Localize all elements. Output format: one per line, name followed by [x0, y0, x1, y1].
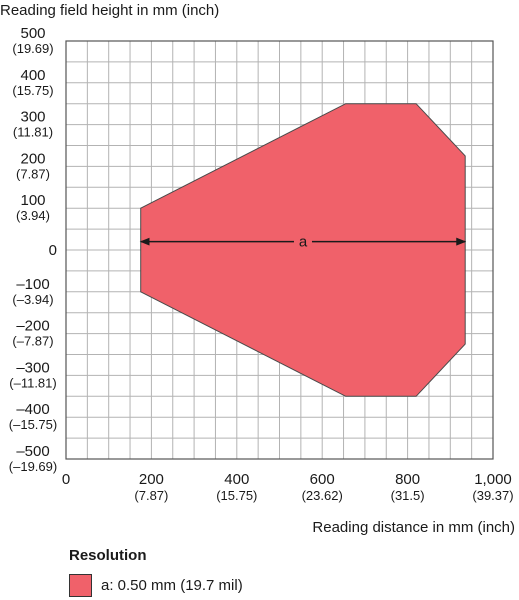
y-tick-sublabel: (19.69) — [12, 41, 53, 56]
x-tick-label: 200 — [139, 471, 164, 488]
x-tick-label: 400 — [224, 471, 249, 488]
annotations: a — [139, 234, 467, 251]
x-tick-label: 600 — [310, 471, 335, 488]
x-tick-sublabel: (23.62) — [302, 488, 343, 503]
x-axis-title: Reading distance in mm (inch) — [312, 519, 515, 536]
dimension-label: a — [299, 234, 308, 251]
y-tick-label: –100 — [16, 276, 49, 293]
legend-title: Resolution — [69, 547, 147, 564]
y-tick-labels: 500(19.69) 400(15.75) 300(11.81) 200(7.87) 1… — [9, 25, 57, 474]
y-tick-sublabel: (–19.69) — [9, 459, 57, 474]
x-tick-label: 0 — [62, 471, 70, 488]
legend-label: a: 0.50 mm (19.7 mil) — [101, 577, 243, 594]
y-tick-label: 400 — [20, 67, 45, 84]
y-tick-label: –200 — [16, 318, 49, 335]
y-tick-sublabel: (7.87) — [16, 166, 50, 181]
y-tick-label: 100 — [20, 192, 45, 209]
reading-field-polygon — [140, 103, 466, 397]
x-tick-label: 800 — [395, 471, 420, 488]
axes — [65, 40, 494, 460]
y-tick-label: 200 — [20, 150, 45, 167]
y-tick-sublabel: (11.81) — [13, 125, 53, 140]
x-tick-label: 1,000 — [474, 471, 512, 488]
y-tick-label: 0 — [49, 242, 57, 259]
y-tick-label: –500 — [16, 443, 49, 460]
x-tick-sublabel: (15.75) — [216, 488, 257, 503]
legend-item: a: 0.50 mm (19.7 mil) — [69, 574, 243, 597]
y-tick-sublabel: (–3.94) — [12, 292, 53, 307]
y-tick-label: –400 — [16, 401, 49, 418]
plot-frame — [65, 40, 494, 460]
x-tick-labels: 0 200(7.87) 400(15.75) 600(23.62) 800(31.5) 1… — [62, 471, 514, 503]
y-axis-title: Reading field height in mm (inch) — [0, 2, 219, 19]
y-tick-sublabel: (–11.81) — [9, 375, 56, 390]
x-tick-sublabel: (31.5) — [391, 488, 425, 503]
x-tick-sublabel: (39.37) — [472, 488, 513, 503]
y-tick-sublabel: (–15.75) — [9, 417, 57, 432]
y-tick-sublabel: (–7.87) — [12, 334, 53, 349]
y-tick-label: 300 — [20, 109, 45, 126]
legend-swatch — [69, 574, 92, 597]
y-tick-sublabel: (15.75) — [12, 83, 53, 98]
reading-field-region — [140, 103, 466, 397]
y-tick-label: –300 — [16, 359, 49, 376]
y-tick-sublabel: (3.94) — [16, 208, 50, 223]
x-tick-sublabel: (7.87) — [134, 488, 168, 503]
y-tick-label: 500 — [20, 25, 45, 42]
